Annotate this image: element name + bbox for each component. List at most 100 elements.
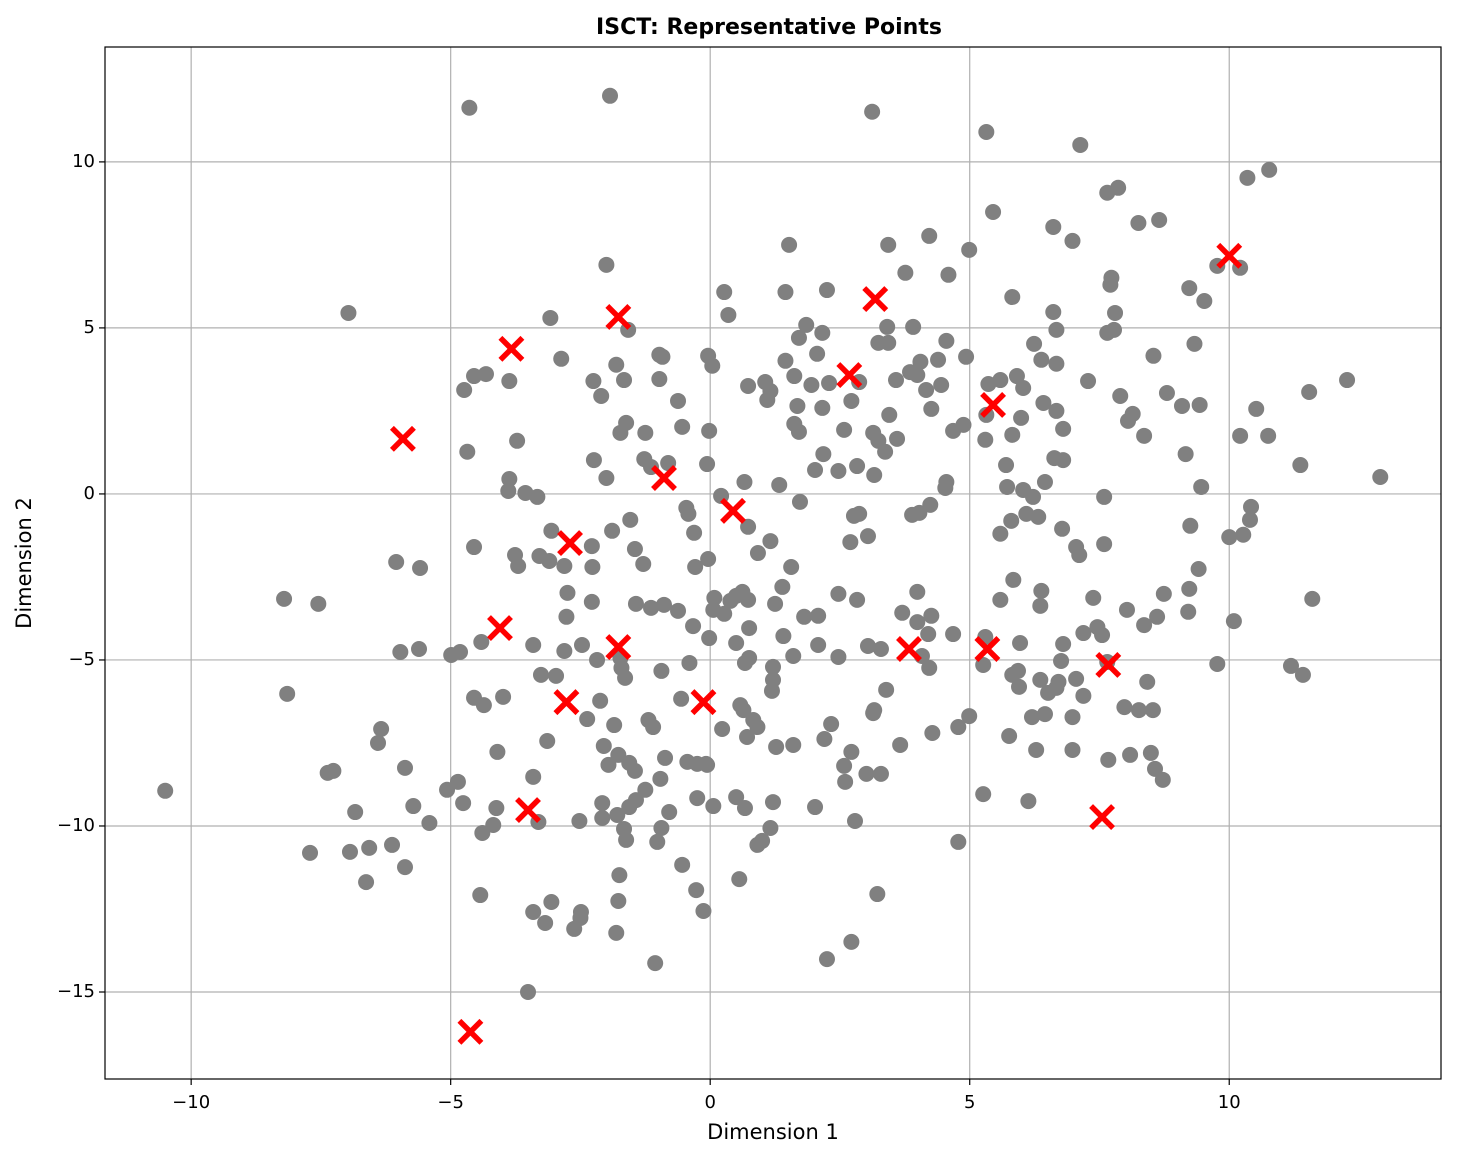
data-point xyxy=(571,813,588,829)
data-point xyxy=(814,324,831,341)
data-point xyxy=(489,743,506,760)
data-point xyxy=(940,266,957,283)
data-point xyxy=(1260,427,1277,444)
data-point xyxy=(1116,699,1133,716)
data-point xyxy=(909,367,926,384)
data-point xyxy=(930,351,947,368)
data-point xyxy=(905,318,922,335)
data-point xyxy=(680,505,697,522)
data-point xyxy=(652,770,669,787)
data-point xyxy=(897,264,914,281)
data-point xyxy=(975,786,992,803)
data-point xyxy=(909,583,926,600)
data-point xyxy=(626,541,643,558)
data-point xyxy=(765,794,781,811)
data-point xyxy=(529,488,546,505)
data-point xyxy=(656,596,673,613)
data-point xyxy=(836,757,853,774)
data-point xyxy=(700,551,717,568)
data-point xyxy=(958,348,975,365)
data-point xyxy=(921,659,938,676)
data-point xyxy=(1120,412,1137,429)
data-point xyxy=(749,719,766,736)
data-point xyxy=(370,734,387,751)
data-point xyxy=(553,350,570,367)
data-point xyxy=(736,800,753,817)
data-point xyxy=(279,685,296,702)
data-point xyxy=(865,705,882,722)
representative-point xyxy=(389,425,416,452)
data-point xyxy=(699,756,716,773)
data-point xyxy=(466,539,483,556)
data-point xyxy=(955,416,972,433)
x-tick-label: 10 xyxy=(1218,1092,1241,1113)
data-point xyxy=(537,914,554,931)
data-point xyxy=(373,721,390,738)
y-tick-label: 5 xyxy=(84,317,95,338)
data-point xyxy=(654,348,671,365)
data-point xyxy=(653,662,670,679)
data-point xyxy=(1072,136,1089,153)
data-point xyxy=(1107,304,1124,321)
data-point xyxy=(704,357,721,374)
data-point xyxy=(762,383,779,399)
data-point xyxy=(714,721,731,738)
representative-point xyxy=(605,634,632,660)
data-point xyxy=(1209,655,1226,672)
data-point xyxy=(627,792,644,809)
data-point xyxy=(945,626,962,643)
data-point xyxy=(610,893,627,910)
data-point xyxy=(651,371,668,388)
data-point xyxy=(821,375,838,392)
data-point xyxy=(1071,547,1088,564)
data-point xyxy=(1033,582,1050,599)
data-point xyxy=(728,789,745,806)
data-point xyxy=(1032,671,1049,688)
data-point xyxy=(361,839,378,856)
data-point xyxy=(1004,289,1021,306)
data-point xyxy=(728,635,745,652)
data-point xyxy=(604,522,621,539)
data-point xyxy=(1158,384,1175,401)
data-point xyxy=(1261,161,1278,178)
data-point xyxy=(889,430,906,447)
data-point xyxy=(598,256,615,273)
data-point xyxy=(807,462,824,479)
data-point xyxy=(923,607,940,624)
data-point xyxy=(1182,517,1199,534)
data-point xyxy=(892,736,909,753)
data-point xyxy=(302,844,319,861)
data-point xyxy=(1181,580,1198,597)
data-point xyxy=(539,732,556,749)
data-point xyxy=(790,423,807,440)
data-point xyxy=(842,534,859,551)
data-point xyxy=(645,719,662,736)
data-point xyxy=(1239,169,1256,186)
data-point xyxy=(459,443,476,460)
data-point xyxy=(923,400,940,417)
representative-point xyxy=(896,636,922,662)
data-point xyxy=(849,458,866,475)
data-point xyxy=(961,241,978,258)
data-point xyxy=(495,688,512,705)
y-tick-label: 0 xyxy=(84,483,95,504)
data-point xyxy=(585,452,602,469)
data-point xyxy=(310,595,327,612)
data-point xyxy=(1154,771,1171,788)
data-point xyxy=(977,431,994,448)
data-point xyxy=(1301,383,1318,400)
data-point xyxy=(774,578,791,595)
data-point xyxy=(670,602,687,619)
data-point xyxy=(609,807,626,824)
data-point xyxy=(600,756,617,773)
data-point xyxy=(851,505,868,522)
data-point xyxy=(1232,427,1249,444)
representative-point xyxy=(1216,242,1243,269)
data-point xyxy=(637,781,654,798)
data-point xyxy=(1036,706,1053,723)
data-point xyxy=(1177,446,1194,463)
data-point xyxy=(501,470,518,487)
data-point xyxy=(1015,380,1032,397)
data-point xyxy=(1026,335,1043,352)
y-tick-label: −10 xyxy=(57,815,95,836)
